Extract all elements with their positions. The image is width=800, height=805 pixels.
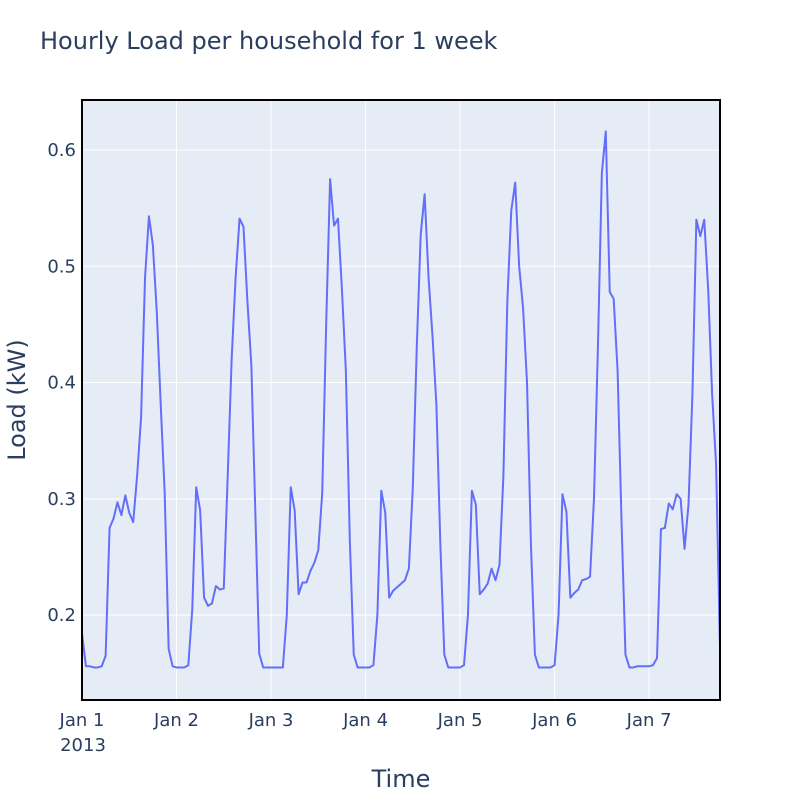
y-tick-label: 0.5 (47, 256, 76, 277)
y-tick-label: 0.3 (47, 489, 76, 510)
series-line-load (81, 130, 721, 669)
y-axis-title: Load (kW) (3, 339, 31, 461)
x-tick-label: Jan 4 (342, 710, 388, 731)
x-tick-label: Jan 6 (531, 710, 577, 731)
x-tick-label: Jan 2 (153, 710, 199, 731)
plot-border (81, 99, 721, 701)
x-tick-label: Jan 5 (437, 710, 483, 731)
chart-title: Hourly Load per household for 1 week (40, 27, 497, 55)
plot-area (82, 100, 720, 700)
x-axis-title: Time (371, 765, 431, 793)
y-axis-tick-labels: 0.2 0.3 0.4 0.5 0.6 (47, 140, 76, 626)
y-gridlines (82, 149, 720, 616)
x-tick-year-label: 2013 (60, 735, 106, 756)
x-tick-label: Jan 1 (59, 710, 105, 731)
x-axis-tick-labels: Jan 1 Jan 2 Jan 3 Jan 4 Jan 5 Jan 6 Jan 7 (59, 710, 672, 731)
y-tick-label: 0.6 (47, 140, 76, 161)
x-tick-label: Jan 3 (248, 710, 294, 731)
x-tick-label: Jan 7 (626, 710, 672, 731)
y-tick-label: 0.2 (47, 605, 76, 626)
y-tick-label: 0.4 (47, 373, 76, 394)
